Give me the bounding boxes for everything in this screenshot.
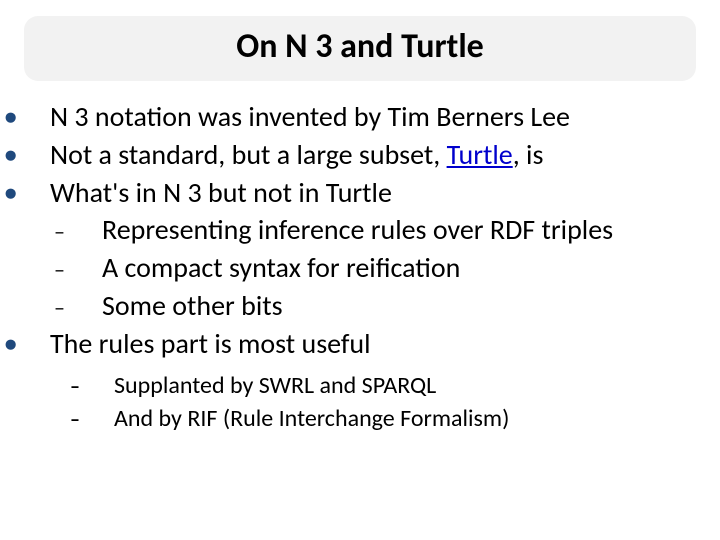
bullet-3-1: –Representing inference rules over RDF t… [30, 212, 694, 248]
bullet-4-text: The rules part is most useful [50, 326, 371, 361]
bullet-3-text: What's in N 3 but not in Turtle [50, 175, 392, 210]
bullet-4-1-text: Supplanted by SWRL and SPARQL [114, 371, 436, 400]
bullet-3-3-text: Some other bits [102, 288, 283, 323]
bullet-2-pre: Not a standard, but a large subset, [50, 137, 447, 172]
spacer [30, 364, 694, 368]
bullet-4-2-text: And by RIF (Rule Interchange Formalism) [114, 404, 509, 433]
disc-icon: ● [30, 103, 50, 131]
bullet-3-2-text: A compact syntax for reification [102, 250, 460, 285]
dash-icon: – [80, 294, 102, 322]
disc-icon: ● [30, 330, 50, 358]
bullet-3-2: –A compact syntax for reification [30, 250, 694, 286]
dash-icon: – [94, 374, 114, 400]
bullet-1-text: N 3 notation was invented by Tim Berners… [50, 99, 570, 134]
slide: On N 3 and Turtle ●N 3 notation was inve… [0, 0, 720, 540]
disc-icon: ● [30, 179, 50, 207]
bullet-2-post: , is [513, 137, 544, 172]
bullet-2: ●Not a standard, but a large subset, Tur… [30, 137, 694, 173]
bullet-4-1: –Supplanted by SWRL and SPARQL [30, 370, 694, 402]
slide-content: ●N 3 notation was invented by Tim Berner… [18, 99, 702, 435]
dash-icon: – [80, 218, 102, 246]
dash-icon: – [80, 256, 102, 284]
turtle-link[interactable]: Turtle [447, 137, 513, 172]
slide-title: On N 3 and Turtle [44, 26, 676, 67]
bullet-3-1-text: Representing inference rules over RDF tr… [102, 212, 613, 247]
title-box: On N 3 and Turtle [24, 16, 696, 81]
disc-icon: ● [30, 141, 50, 169]
bullet-1: ●N 3 notation was invented by Tim Berner… [30, 99, 694, 135]
bullet-4-2: –And by RIF (Rule Interchange Formalism) [30, 403, 694, 435]
bullet-4: ●The rules part is most useful [30, 326, 694, 362]
bullet-3: ●What's in N 3 but not in Turtle [30, 175, 694, 211]
dash-icon: – [94, 407, 114, 433]
bullet-3-3: –Some other bits [30, 288, 694, 324]
